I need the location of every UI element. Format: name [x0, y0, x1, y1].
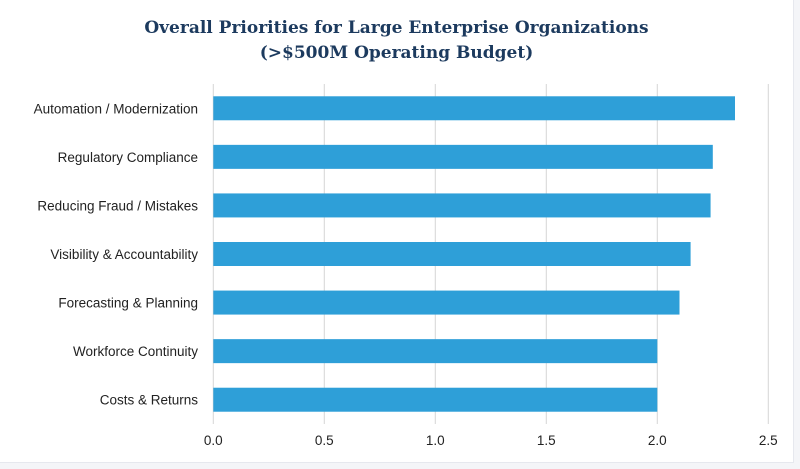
bar: [213, 193, 711, 218]
category-label: Forecasting & Planning: [58, 296, 198, 311]
chart-card: Overall Priorities for Large Enterprise …: [0, 0, 794, 463]
category-label: Automation / Modernization: [34, 101, 198, 116]
category-label: Visibility & Accountability: [50, 247, 198, 262]
bar: [213, 290, 680, 315]
x-tick-label: 2.0: [648, 433, 667, 448]
x-tick-label: 0.0: [204, 433, 223, 448]
x-tick-label: 0.5: [315, 433, 334, 448]
category-label: Regulatory Compliance: [58, 150, 198, 165]
bar-chart: 0.0 0.5 1.0 1.5 2.0 2.5 Automation / Moderniza…: [34, 84, 778, 448]
chart-title-line-1: Overall Priorities for Large Enterprise …: [144, 18, 649, 38]
bar: [213, 387, 658, 412]
bar: [213, 144, 713, 169]
category-label: Reducing Fraud / Mistakes: [37, 198, 198, 213]
bar: [213, 96, 736, 121]
x-tick-label: 2.5: [759, 433, 778, 448]
chart-title-line-2: (>$500M Operating Budget): [259, 43, 534, 63]
x-tick-label: 1.0: [426, 433, 445, 448]
bar: [213, 242, 691, 266]
category-label: Costs & Returns: [100, 393, 199, 408]
category-label: Workforce Continuity: [73, 344, 198, 359]
x-tick-label: 1.5: [537, 433, 556, 448]
bar: [213, 339, 658, 364]
